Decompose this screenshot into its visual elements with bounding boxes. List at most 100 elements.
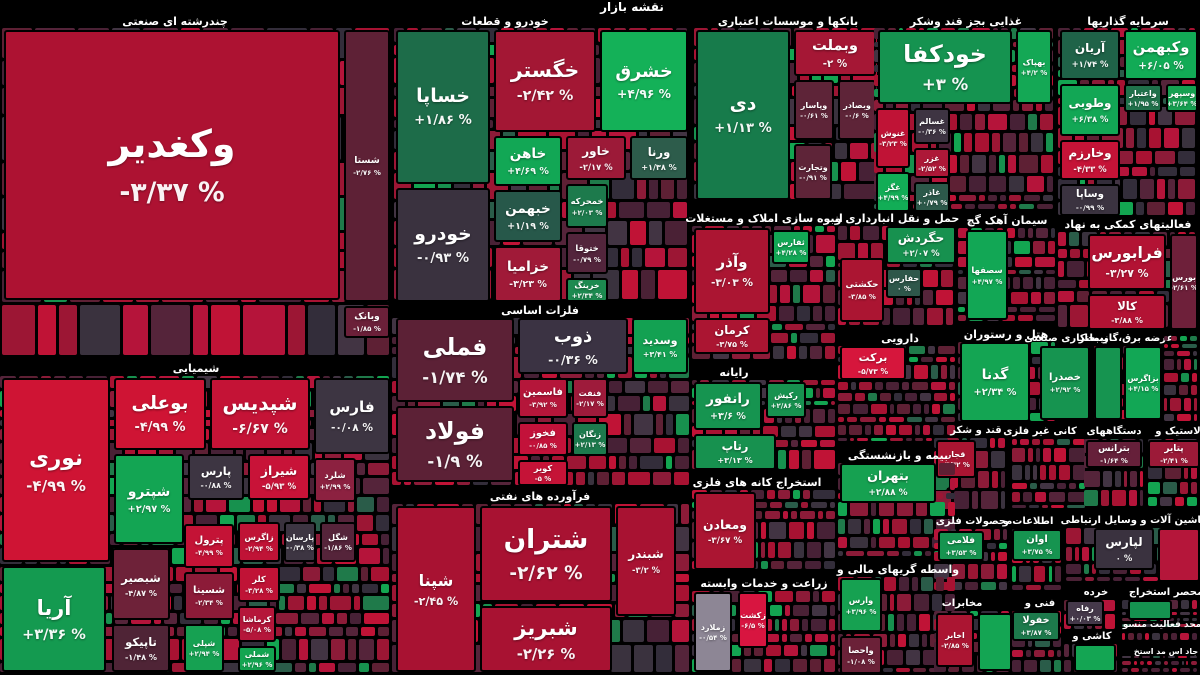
mini-tile[interactable] bbox=[1181, 600, 1189, 609]
mini-tile[interactable] bbox=[1008, 194, 1022, 201]
mini-tile[interactable] bbox=[1189, 656, 1197, 658]
mini-tile[interactable] bbox=[1012, 482, 1027, 489]
mini-tile[interactable] bbox=[1026, 175, 1045, 192]
mini-tile[interactable] bbox=[784, 502, 799, 509]
mini-tile[interactable] bbox=[780, 284, 791, 304]
mini-tile[interactable] bbox=[1031, 291, 1042, 304]
mini-tile[interactable] bbox=[743, 645, 751, 656]
stock-tile[interactable]: دی +۱/۱۳ % bbox=[696, 30, 790, 200]
mini-tile[interactable] bbox=[1164, 336, 1168, 341]
mini-tile[interactable] bbox=[328, 626, 343, 636]
mini-tile[interactable] bbox=[100, 626, 118, 636]
mini-tile[interactable] bbox=[794, 541, 804, 559]
mini-tile[interactable] bbox=[934, 262, 953, 268]
mini-tile[interactable] bbox=[654, 438, 675, 453]
mini-tile[interactable] bbox=[356, 496, 374, 513]
mini-tile[interactable] bbox=[892, 518, 908, 535]
mini-tile[interactable] bbox=[835, 142, 848, 160]
mini-tile[interactable] bbox=[830, 605, 835, 616]
mini-tile[interactable] bbox=[990, 450, 1005, 469]
mini-tile[interactable] bbox=[202, 419, 216, 427]
mini-tile[interactable] bbox=[321, 612, 334, 624]
mini-tile[interactable] bbox=[308, 305, 336, 355]
mini-tile[interactable] bbox=[1135, 201, 1144, 215]
mini-tile[interactable] bbox=[279, 596, 286, 610]
mini-tile[interactable] bbox=[1164, 343, 1168, 348]
mini-tile[interactable] bbox=[298, 638, 308, 661]
mini-tile[interactable] bbox=[1139, 489, 1143, 506]
mini-tile[interactable] bbox=[1040, 465, 1047, 480]
mini-tile[interactable] bbox=[801, 449, 811, 469]
mini-tile[interactable] bbox=[920, 577, 934, 591]
mini-tile[interactable] bbox=[909, 346, 925, 354]
mini-tile[interactable] bbox=[1066, 564, 1081, 575]
mini-tile[interactable] bbox=[1168, 201, 1183, 215]
mini-tile[interactable] bbox=[408, 395, 415, 411]
mini-tile[interactable] bbox=[151, 305, 190, 355]
mini-tile[interactable] bbox=[800, 645, 808, 656]
stock-tile[interactable]: وبصادر -۰/۶ % bbox=[838, 80, 876, 140]
mini-tile[interactable] bbox=[1058, 304, 1067, 327]
mini-tile[interactable] bbox=[1097, 577, 1110, 581]
mini-tile[interactable] bbox=[633, 413, 653, 436]
mini-tile[interactable] bbox=[885, 381, 899, 390]
stock-tile[interactable]: بتهران +۲/۸۸ % bbox=[840, 463, 936, 503]
stock-tile[interactable]: بزاگرس +۴/۱۵ % bbox=[1124, 346, 1162, 420]
mini-tile[interactable] bbox=[1049, 465, 1056, 480]
mini-tile[interactable] bbox=[629, 221, 646, 245]
mini-tile[interactable] bbox=[987, 194, 997, 201]
stock-tile[interactable]: رتاپ +۳/۱۳ % bbox=[694, 434, 776, 470]
stock-tile[interactable]: فملی -۱/۷۴ % bbox=[396, 318, 514, 402]
stock-tile[interactable]: سصفها +۴/۹۷ % bbox=[966, 230, 1008, 320]
stock-tile[interactable]: شبصیر -۴/۸۷ % bbox=[112, 548, 170, 620]
mini-tile[interactable] bbox=[647, 620, 670, 643]
mini-tile[interactable] bbox=[913, 668, 926, 672]
mini-tile[interactable] bbox=[609, 381, 623, 393]
mini-tile[interactable] bbox=[310, 638, 328, 661]
mini-tile[interactable] bbox=[376, 515, 389, 531]
mini-tile[interactable] bbox=[948, 381, 955, 390]
mini-tile[interactable] bbox=[953, 490, 970, 509]
mini-tile[interactable] bbox=[932, 593, 942, 612]
mini-tile[interactable] bbox=[970, 611, 979, 617]
mini-tile[interactable] bbox=[892, 308, 910, 325]
mini-tile[interactable] bbox=[977, 471, 990, 488]
mini-tile[interactable] bbox=[999, 582, 1007, 590]
mini-tile[interactable] bbox=[1102, 471, 1113, 487]
mini-tile[interactable] bbox=[919, 392, 932, 402]
mini-tile[interactable] bbox=[1176, 414, 1191, 421]
mini-tile[interactable] bbox=[675, 574, 689, 582]
mini-tile[interactable] bbox=[1036, 228, 1048, 239]
mini-tile[interactable] bbox=[1057, 650, 1061, 658]
mini-tile[interactable] bbox=[812, 408, 826, 424]
mini-tile[interactable] bbox=[825, 306, 835, 322]
mini-tile[interactable] bbox=[1191, 482, 1197, 495]
mini-tile[interactable] bbox=[905, 392, 917, 402]
mini-tile[interactable] bbox=[771, 333, 788, 343]
mini-tile[interactable] bbox=[668, 247, 687, 267]
mini-tile[interactable] bbox=[781, 426, 797, 438]
mini-tile[interactable] bbox=[1176, 617, 1181, 622]
mini-tile[interactable] bbox=[1066, 577, 1083, 581]
mini-tile[interactable] bbox=[1012, 637, 1025, 648]
mini-tile[interactable] bbox=[804, 634, 813, 643]
mini-tile[interactable] bbox=[276, 612, 299, 624]
mini-tile[interactable] bbox=[607, 221, 627, 245]
mini-tile[interactable] bbox=[279, 496, 301, 513]
mini-tile[interactable] bbox=[795, 591, 811, 603]
mini-tile[interactable] bbox=[898, 633, 906, 648]
stock-tile[interactable]: فلامی +۳/۵۳ % bbox=[938, 531, 984, 561]
mini-tile[interactable] bbox=[817, 511, 824, 520]
mini-tile[interactable] bbox=[850, 142, 868, 160]
mini-tile[interactable] bbox=[810, 345, 823, 359]
mini-tile[interactable] bbox=[1163, 633, 1169, 640]
mini-tile[interactable] bbox=[381, 533, 389, 546]
mini-tile[interactable] bbox=[821, 380, 835, 386]
mini-tile[interactable] bbox=[1122, 600, 1130, 609]
mini-tile[interactable] bbox=[673, 471, 689, 485]
mini-tile[interactable] bbox=[672, 584, 689, 602]
mini-tile[interactable] bbox=[944, 593, 955, 612]
mini-tile[interactable] bbox=[753, 426, 761, 438]
mini-tile[interactable] bbox=[838, 243, 856, 260]
mini-tile[interactable] bbox=[905, 437, 913, 441]
